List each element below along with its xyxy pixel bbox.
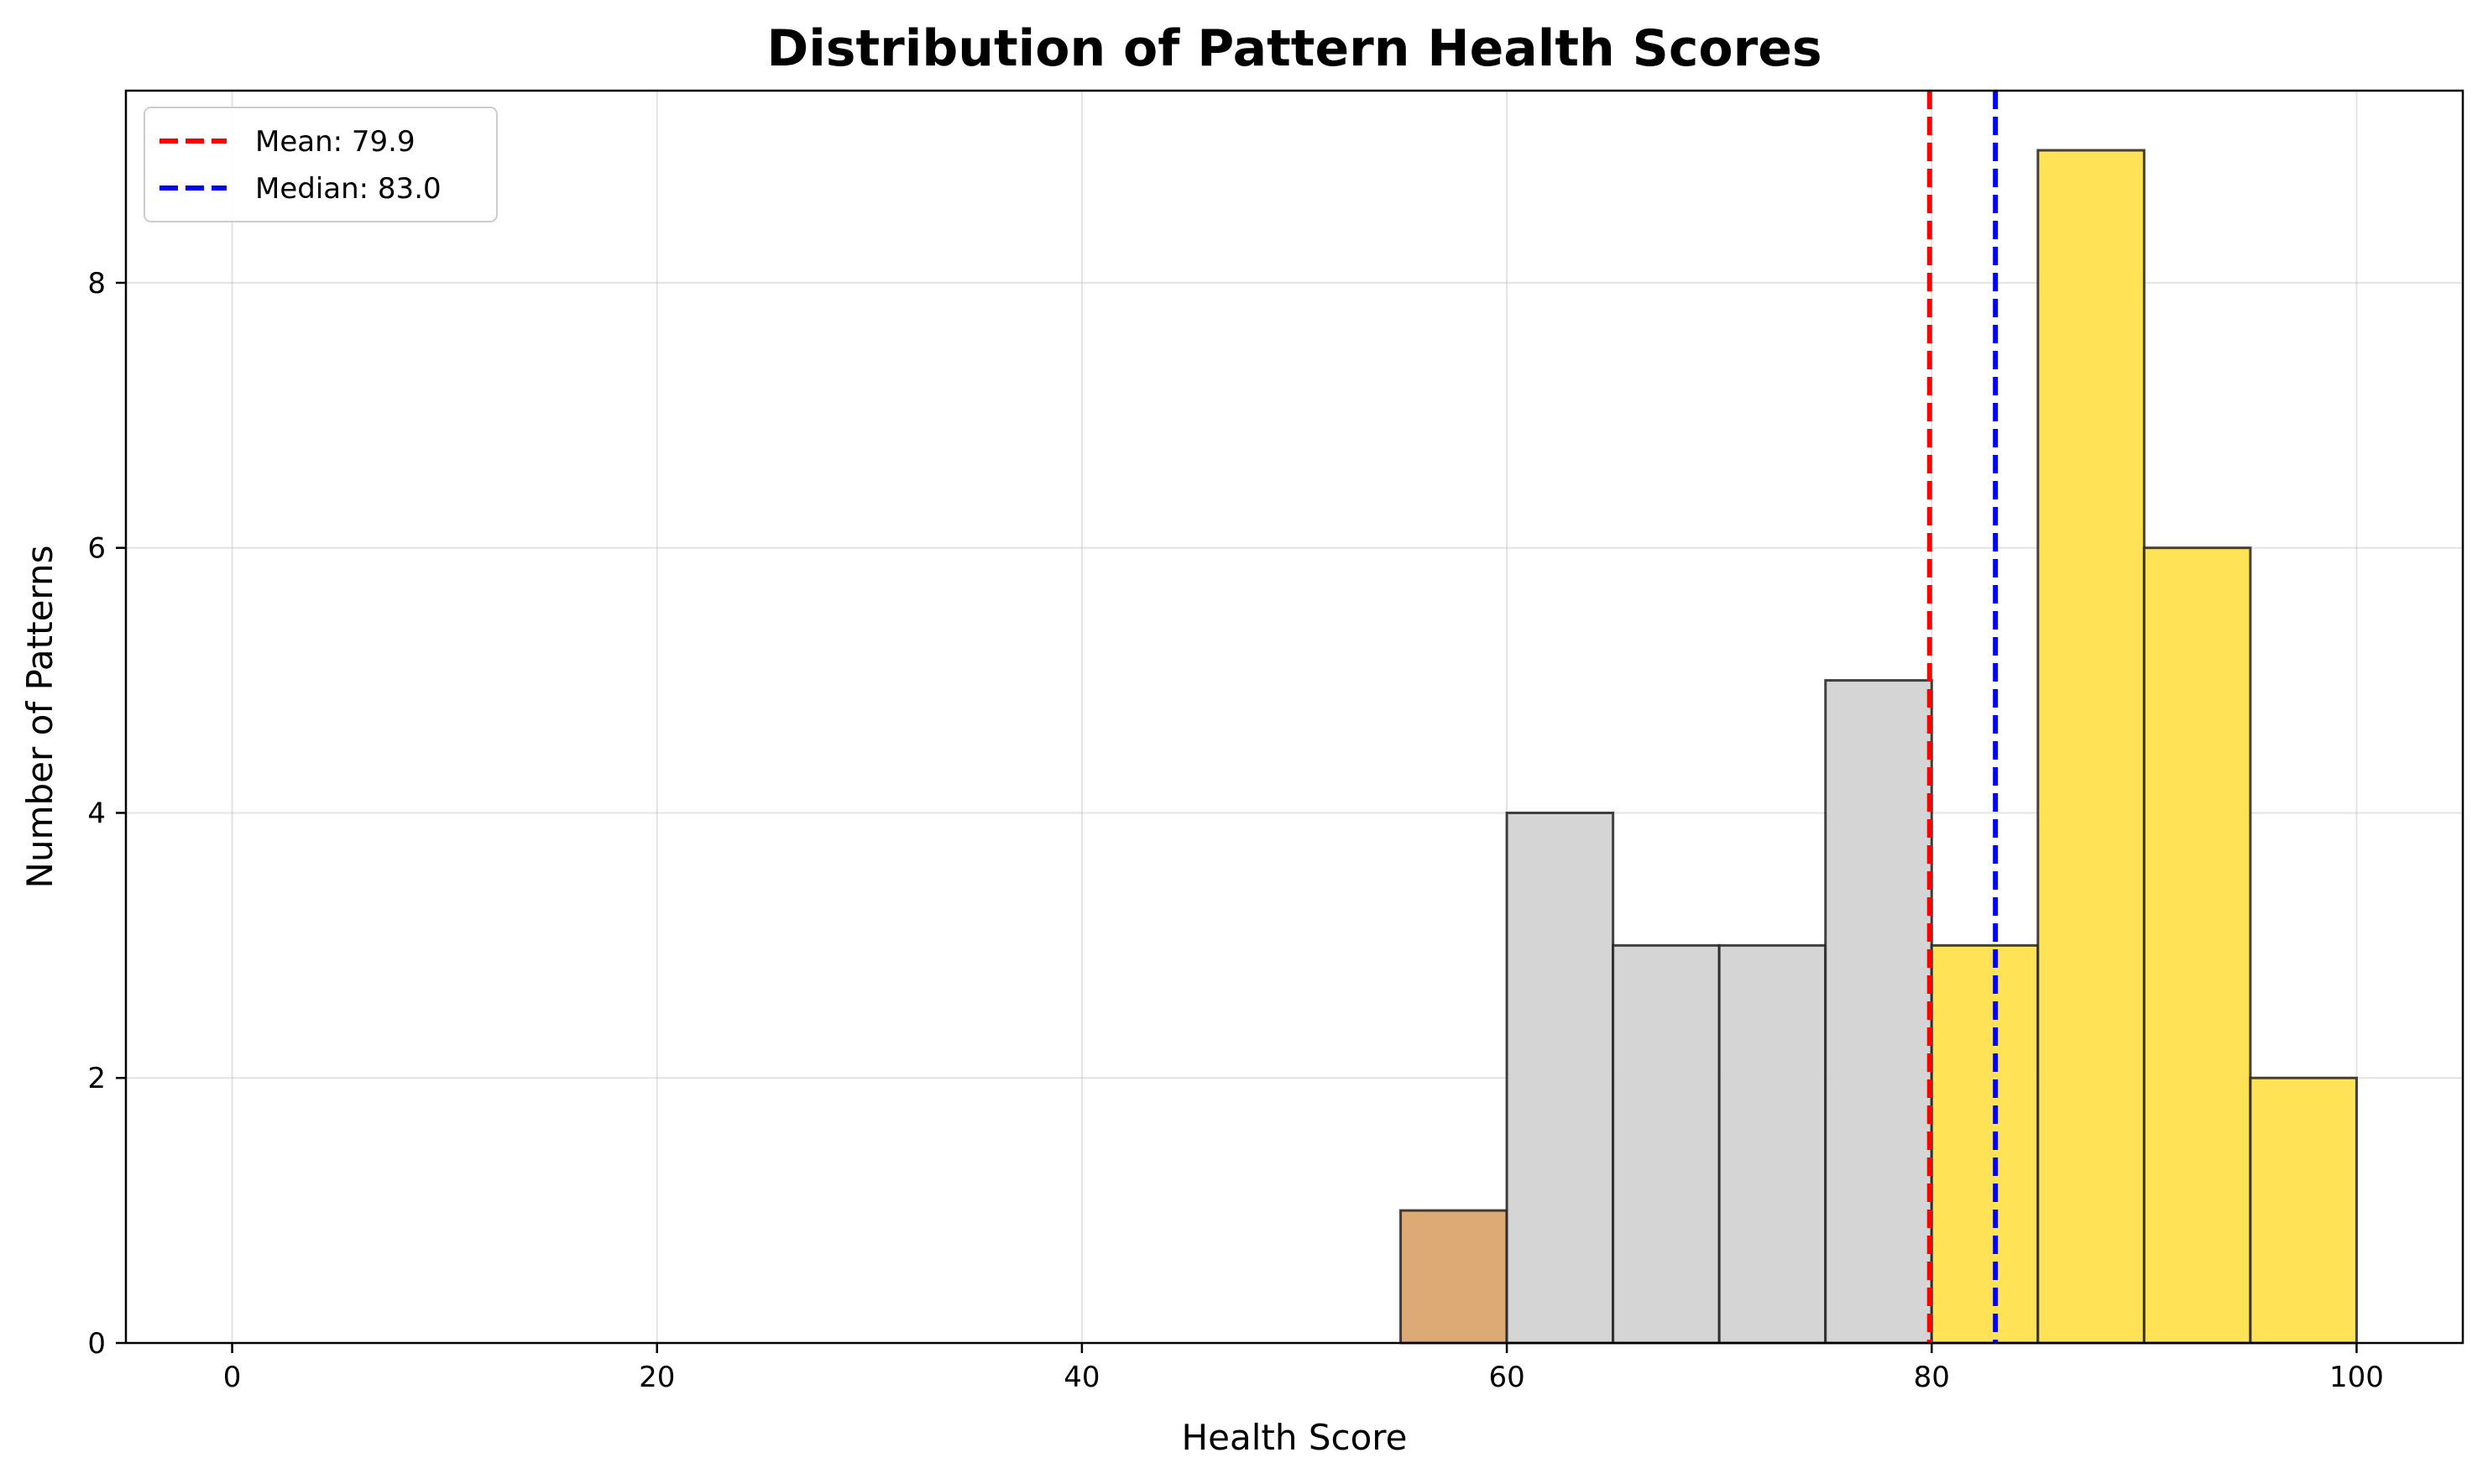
plot-frame [124, 89, 2464, 1345]
legend-label: Median: 83.0 [255, 172, 442, 206]
y-tick-label: 0 [87, 1327, 106, 1361]
x-tick-label: 0 [223, 1361, 242, 1394]
histogram-bar [1505, 811, 1615, 1345]
histogram-bar [1930, 943, 2040, 1345]
x-axis-ticks: 0 20 40 60 80 100 [223, 1343, 2384, 1394]
x-tick-label: 60 [1488, 1361, 1524, 1394]
y-tick-label: 4 [87, 797, 106, 830]
histogram-bar [2249, 1076, 2358, 1345]
histogram-bar [1612, 943, 1721, 1345]
x-tick-label: 40 [1064, 1361, 1100, 1394]
x-tick-label: 80 [1914, 1361, 1950, 1394]
histogram-bars [1399, 149, 2358, 1345]
histogram-bar [1399, 1209, 1508, 1345]
legend-box [144, 107, 498, 222]
y-axis-ticks: 0 2 4 6 8 [87, 267, 126, 1361]
histogram-bar [1824, 679, 1933, 1345]
x-axis-title: Health Score [1182, 1417, 1408, 1458]
legend-label: Mean: 79.9 [255, 125, 416, 159]
x-tick-label: 100 [2329, 1361, 2384, 1394]
histogram-bar [1717, 943, 1827, 1345]
chart-title: Distribution of Pattern Health Scores [766, 19, 1822, 78]
histogram-bar [2142, 546, 2252, 1345]
y-tick-label: 8 [87, 267, 106, 300]
histogram-bar [2036, 149, 2146, 1345]
legend: Mean: 79.9 Median: 83.0 [144, 107, 498, 222]
y-tick-label: 2 [87, 1062, 106, 1095]
reference-lines [1926, 91, 1999, 1343]
y-tick-label: 6 [87, 532, 106, 566]
y-axis-title: Number of Patterns [19, 546, 60, 889]
x-tick-label: 20 [639, 1361, 675, 1394]
